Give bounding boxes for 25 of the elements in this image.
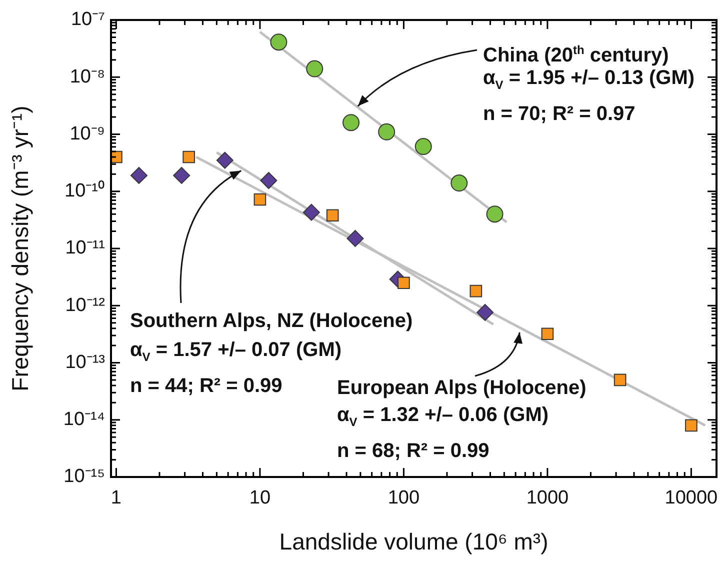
annotation: α$_{V}$ = 1.95 +/– 0.13 (GM) bbox=[483, 67, 695, 94]
x-axis-title: Landslide volume (10⁶ m³) bbox=[279, 528, 548, 555]
y-tick-label: 10⁻¹⁰ bbox=[64, 180, 105, 202]
annotation: European Alps (Holocene) bbox=[337, 377, 586, 399]
x-tick-label: 10 bbox=[249, 488, 271, 509]
y-tick-label: 10⁻¹⁴ bbox=[63, 409, 105, 430]
x-tick-label: 1 bbox=[110, 488, 122, 509]
y-tick-label: 10⁻¹⁵ bbox=[64, 466, 105, 488]
x-tick-label: 1000 bbox=[526, 488, 569, 509]
annotation: α$_{V}$ = 1.32 +/– 0.06 (GM) bbox=[337, 404, 549, 431]
x-tick-label: 100 bbox=[388, 488, 420, 509]
y-tick-label: 10⁻¹³ bbox=[65, 352, 105, 373]
y-tick-label: 10⁻⁷ bbox=[70, 9, 106, 30]
annotation: Southern Alps, NZ (Holocene) bbox=[130, 310, 413, 332]
annotation: α$_{V}$ = 1.57 +/– 0.07 (GM) bbox=[130, 339, 342, 366]
annotation: n = 68; R² = 0.99 bbox=[337, 440, 490, 462]
y-tick-label: 10⁻¹¹ bbox=[65, 238, 105, 259]
y-axis-title: Frequency density (m⁻³ yr⁻¹) bbox=[7, 106, 34, 392]
y-tick-label: 10⁻⁸ bbox=[70, 66, 105, 88]
annotation: n = 70; R² = 0.97 bbox=[483, 103, 636, 125]
y-tick-label: 10⁻¹² bbox=[65, 294, 105, 316]
annotation: China (20$^{th}$ century) bbox=[483, 42, 669, 67]
annotation: n = 44; R² = 0.99 bbox=[130, 375, 282, 397]
x-tick-label: 10000 bbox=[664, 488, 718, 509]
y-tick-label: 10⁻⁹ bbox=[70, 123, 105, 144]
